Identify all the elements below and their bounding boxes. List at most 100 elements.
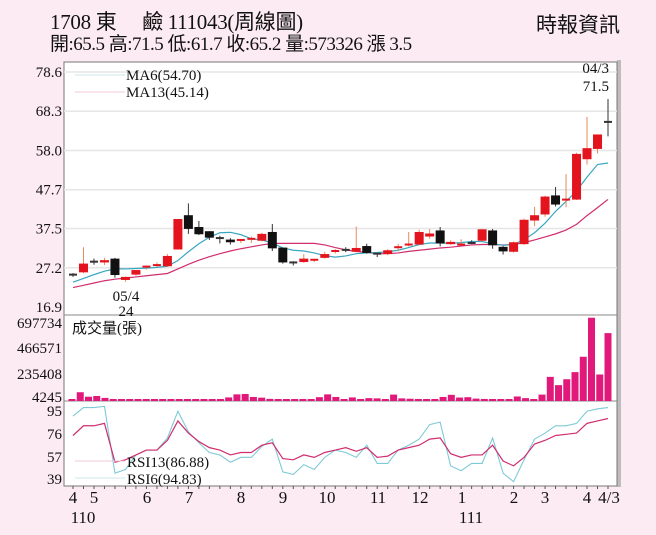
volume-bar xyxy=(117,399,125,401)
candle xyxy=(99,257,109,266)
candle xyxy=(225,238,235,245)
candle xyxy=(457,239,466,246)
volume-bar xyxy=(456,397,464,401)
volume-bar xyxy=(588,317,596,401)
x-axis-label: 1 xyxy=(458,488,467,507)
volume-tick: 235408 xyxy=(17,367,62,383)
x-axis-label: 10 xyxy=(319,488,336,507)
volume-tick: 466571 xyxy=(17,341,62,357)
x-axis-label: 9 xyxy=(279,488,288,507)
volume-bar xyxy=(439,396,447,401)
candle xyxy=(414,229,424,246)
candle xyxy=(498,246,508,255)
candle xyxy=(331,249,340,254)
rsi-tick: 57 xyxy=(47,450,63,466)
candle xyxy=(320,251,330,259)
volume-bar xyxy=(76,392,84,401)
volume-bar xyxy=(109,399,117,401)
volume-bar xyxy=(357,399,365,401)
volume-bar xyxy=(398,398,406,401)
ma13-legend: MA13(45.14) xyxy=(126,85,209,101)
x-axis-label: 6 xyxy=(143,488,152,507)
rsi-tick: 76 xyxy=(47,427,63,443)
volume-bar xyxy=(546,376,554,401)
price-tick: 47.7 xyxy=(36,183,63,199)
candle xyxy=(404,231,413,247)
volume-bar xyxy=(192,399,200,401)
volume-bar xyxy=(522,398,530,401)
candle xyxy=(582,116,592,165)
candle xyxy=(351,226,361,253)
candle xyxy=(78,247,88,274)
volume-bar xyxy=(538,394,546,401)
volume-bar xyxy=(348,397,356,401)
volume-bar xyxy=(307,399,315,401)
volume-bar xyxy=(596,374,604,401)
rsi-tick: 95 xyxy=(47,404,62,420)
volume-bar xyxy=(530,399,538,401)
volume-bar xyxy=(315,397,323,401)
volume-bar xyxy=(513,396,521,401)
volume-bar xyxy=(324,394,332,401)
volume-bar xyxy=(299,399,307,401)
volume-bar xyxy=(282,399,290,401)
volume-title: 成交量(張) xyxy=(72,319,142,337)
candle xyxy=(572,152,582,200)
rsi13-legend: RSI13(86.88) xyxy=(127,455,209,471)
volume-bar xyxy=(472,398,480,401)
chart-title: 1708 東 鹼 111043(周線圖) xyxy=(50,10,303,34)
candle xyxy=(257,232,267,242)
year-label: 110 xyxy=(71,508,96,527)
candle xyxy=(131,270,141,276)
x-axis-label: 8 xyxy=(237,488,246,507)
volume-tick: 697734 xyxy=(17,316,63,332)
candle xyxy=(519,218,529,245)
year-label: 111 xyxy=(459,508,483,527)
volume-bar xyxy=(258,397,266,401)
candle xyxy=(299,254,309,263)
volume-bar xyxy=(126,399,134,401)
volume-bar xyxy=(390,394,398,401)
volume-bar xyxy=(274,399,282,401)
candle xyxy=(69,273,77,277)
candle xyxy=(215,235,224,244)
candle xyxy=(509,241,519,253)
candle xyxy=(425,228,435,239)
candle xyxy=(267,223,277,252)
volume-bar xyxy=(579,356,587,401)
candle xyxy=(562,174,571,208)
x-axis-label: 4 xyxy=(583,488,592,507)
volume-bar xyxy=(216,399,224,401)
candle xyxy=(530,206,540,227)
volume-bar xyxy=(175,399,183,401)
price-tick: 37.5 xyxy=(36,222,62,238)
candle xyxy=(120,276,130,282)
candle xyxy=(435,227,445,247)
volume-bar xyxy=(208,399,216,401)
volume-bar xyxy=(159,399,167,401)
volume-bar xyxy=(183,399,191,401)
price-tick: 78.6 xyxy=(36,65,63,81)
low-date-annotation: 05/4 xyxy=(113,289,140,305)
candle xyxy=(310,258,319,263)
plot-area xyxy=(63,61,618,487)
x-axis-label: 2 xyxy=(510,488,519,507)
volume-bar xyxy=(84,396,92,401)
volume-bar xyxy=(381,399,389,401)
volume-bar xyxy=(480,398,488,401)
volume-bar xyxy=(497,399,505,401)
rsi6-legend: RSI6(94.83) xyxy=(127,472,202,488)
volume-bar xyxy=(134,399,142,401)
candle xyxy=(183,203,193,234)
candle xyxy=(289,261,298,266)
rsi6-line xyxy=(72,405,609,483)
candle xyxy=(477,228,487,242)
candle xyxy=(247,236,256,244)
candle xyxy=(467,240,476,245)
candle xyxy=(142,265,151,270)
volume-bar xyxy=(505,399,513,401)
candle xyxy=(204,231,214,240)
volume-bar xyxy=(291,399,299,401)
volume-bar xyxy=(233,394,241,401)
x-axis-label: 4 xyxy=(69,488,78,507)
